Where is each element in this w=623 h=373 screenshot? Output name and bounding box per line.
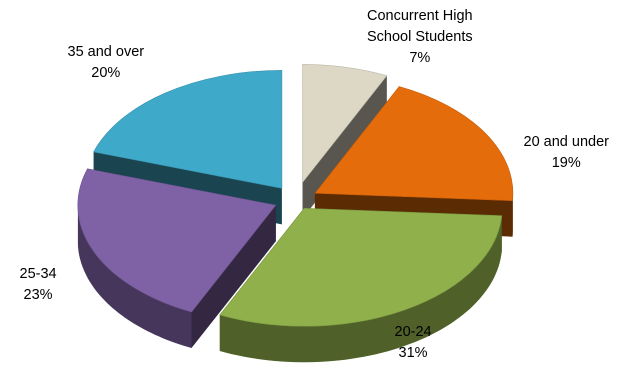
slice-label: 35 and over 20% <box>68 42 145 84</box>
slice-label: 20-24 31% <box>395 322 432 364</box>
slice-value-label: 31% <box>398 345 428 361</box>
slice-label: Concurrent High School Students 7% <box>367 6 473 69</box>
slice-label-text: 20-24 <box>394 324 432 340</box>
slice-value-label: 7% <box>409 50 431 66</box>
slice-label-text: Concurrent High <box>367 8 473 24</box>
slice-value-label: 20% <box>91 65 121 81</box>
slice-label-text: 35 and over <box>67 44 145 60</box>
slice-label: 20 and under 19% <box>524 132 609 174</box>
slice-label-text: School Students <box>367 29 473 45</box>
slice-value-label: 23% <box>23 287 53 303</box>
pie-slice <box>219 207 503 363</box>
pie-slice <box>77 168 277 349</box>
slice-label: 25-34 23% <box>20 264 57 306</box>
slice-label-text: 20 and under <box>523 134 609 150</box>
slice-value-label: 19% <box>551 155 581 171</box>
slice-label-text: 25-34 <box>19 266 57 282</box>
